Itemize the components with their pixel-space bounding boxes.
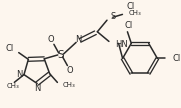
Text: Cl: Cl: [126, 2, 134, 11]
Text: Cl: Cl: [173, 54, 181, 63]
Text: O: O: [48, 35, 54, 44]
Text: O: O: [67, 66, 74, 75]
Text: S: S: [57, 50, 64, 60]
Text: Cl: Cl: [124, 21, 132, 30]
Text: CH₃: CH₃: [7, 83, 20, 89]
Text: N: N: [34, 84, 40, 93]
Text: CH₃: CH₃: [128, 10, 141, 16]
Text: Cl: Cl: [6, 44, 14, 53]
Text: S: S: [111, 12, 116, 21]
Text: N: N: [16, 70, 22, 79]
Text: N: N: [75, 35, 81, 44]
Text: CH₃: CH₃: [62, 82, 75, 88]
Text: HN: HN: [115, 40, 127, 49]
